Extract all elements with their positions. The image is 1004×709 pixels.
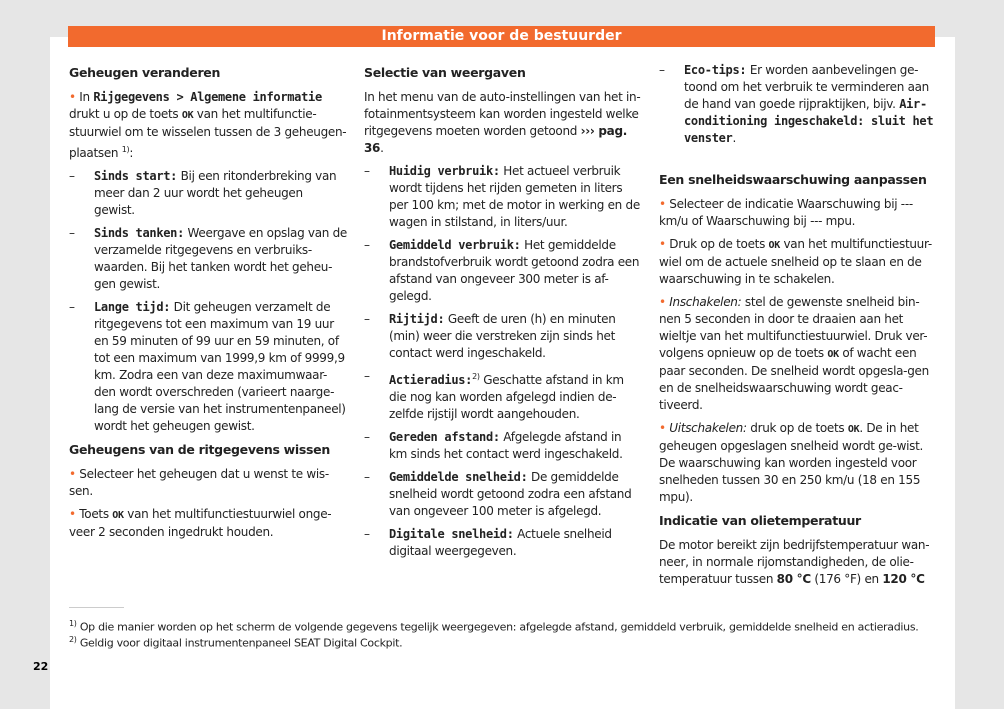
text-run: stel de gewenste snelheid bin-nen 5 seco… bbox=[659, 295, 928, 360]
text-run: Indicatie van olietemperatuur bbox=[659, 513, 861, 528]
column-3: Eco-tips: Er worden aanbevelingen ge-too… bbox=[659, 62, 937, 594]
text-run: Bij een ritonderbreking van meer dan 2 u… bbox=[94, 169, 337, 217]
text-run: . bbox=[380, 141, 384, 155]
menu-term: Sinds tanken: bbox=[94, 226, 185, 240]
text-run: Het gemiddelde brandstofverbruik wordt g… bbox=[389, 238, 640, 303]
text-run: Geheugen veranderen bbox=[69, 65, 221, 80]
text-run: Geschatte afstand in km die nog kan word… bbox=[389, 373, 624, 421]
section-heading: Geheugen veranderen bbox=[69, 64, 347, 81]
text-run: Selectie van weergaven bbox=[364, 65, 526, 80]
section-heading: Selectie van weergaven bbox=[364, 64, 642, 81]
footnote-text: Op die manier worden op het scherm de vo… bbox=[79, 620, 919, 634]
list-item: Gemiddeld verbruik: Het gemiddelde brand… bbox=[364, 237, 642, 305]
text-run: Geeft de uren (h) en minuten (min) weer … bbox=[389, 312, 616, 360]
text-run: De motor bereikt zijn bedrijfstemperatuu… bbox=[659, 538, 930, 586]
bullet-item: Druk op de toets OK van het multifunctie… bbox=[659, 236, 937, 288]
footnote-mark: 2) bbox=[69, 635, 77, 644]
section-heading: Een snelheidswaarschuwing aanpassen bbox=[659, 171, 937, 188]
section-heading: Indicatie van olietemperatuur bbox=[659, 512, 937, 529]
paragraph: De motor bereikt zijn bedrijfstemperatuu… bbox=[659, 537, 937, 588]
text-run: De gemiddelde snelheid wordt getoond zod… bbox=[389, 470, 632, 518]
section-header: Informatie voor de bestuurder bbox=[68, 26, 935, 47]
page-number: 22 bbox=[33, 660, 49, 673]
list-item: Gemiddelde snelheid: De gemiddelde snelh… bbox=[364, 469, 642, 520]
text-run: Er worden aanbevelingen ge-toond om het … bbox=[684, 63, 929, 111]
text-run: Toets bbox=[79, 507, 113, 521]
menu-term: Rijgegevens > Algemene informatie bbox=[93, 90, 322, 104]
text-run: Dit geheugen verzamelt de ritgegevens to… bbox=[94, 300, 346, 433]
text-run: van het multifunctiestuurwiel onge-veer … bbox=[69, 507, 332, 539]
text-run: Een snelheidswaarschuwing aanpassen bbox=[659, 172, 927, 187]
text-run: . bbox=[732, 131, 736, 145]
footnote-1: 1) Op die manier worden op het scherm de… bbox=[69, 619, 919, 634]
list-item: Rijtijd: Geeft de uren (h) en minuten (m… bbox=[364, 311, 642, 362]
footnote-divider bbox=[69, 607, 124, 608]
text-run: Weergave en opslag van de verzamelde rit… bbox=[94, 226, 347, 291]
text-run: Uitschakelen: bbox=[669, 421, 747, 435]
menu-term: Eco-tips: bbox=[684, 63, 747, 77]
bullet-item: Toets OK van het multifunctiestuurwiel o… bbox=[69, 506, 347, 541]
list-item: Digitale snelheid: Actuele snelheid digi… bbox=[364, 526, 642, 560]
text-run: Geheugens van de ritgegevens wissen bbox=[69, 442, 330, 457]
list-item: Eco-tips: Er worden aanbevelingen ge-too… bbox=[659, 62, 937, 147]
text-run: 1) bbox=[121, 145, 130, 154]
bullet-item: Uitschakelen: druk op de toets OK. De in… bbox=[659, 420, 937, 506]
text-run: druk op de toets bbox=[746, 421, 848, 435]
footnote-mark: 1) bbox=[69, 619, 77, 628]
text-run: : bbox=[129, 146, 134, 160]
text-run: Selecteer het geheugen dat u wenst te wi… bbox=[69, 467, 329, 498]
text-run: of wacht een paar seconden. De snelheid … bbox=[659, 346, 929, 412]
menu-term: Rijtijd: bbox=[389, 312, 445, 326]
text-run: (176 °F) en bbox=[810, 572, 883, 586]
menu-term: Huidig verbruik: bbox=[389, 164, 500, 178]
text-run: . De in het geheugen opgeslagen snelheid… bbox=[659, 421, 924, 504]
column-1: Geheugen veranderen In Rijgegevens > Alge… bbox=[69, 60, 347, 547]
bullet-item: Inschakelen: stel de gewenste snelheid b… bbox=[659, 294, 937, 414]
menu-term: Gemiddelde snelheid: bbox=[389, 470, 528, 484]
paragraph: In het menu van de auto-instellingen van… bbox=[364, 89, 642, 157]
text-run: Afgelegde afstand in km sinds het contac… bbox=[389, 430, 623, 461]
column-2: Selectie van weergaven In het menu van de… bbox=[364, 60, 642, 566]
list-item: Sinds tanken: Weergave en opslag van de … bbox=[69, 225, 347, 293]
section-heading: Geheugens van de ritgegevens wissen bbox=[69, 441, 347, 458]
menu-term: Gereden afstand: bbox=[389, 430, 500, 444]
menu-term: Sinds start: bbox=[94, 169, 178, 183]
ok-button-glyph: OK bbox=[768, 240, 781, 251]
ok-button-glyph: OK bbox=[827, 349, 839, 360]
text-run: Het actueel verbruik wordt tijdens het r… bbox=[389, 164, 640, 229]
text-run: van het multifunctie-stuurwiel om te wis… bbox=[69, 107, 347, 160]
text-run: Druk op de toets bbox=[669, 237, 769, 251]
text-run: Inschakelen: bbox=[669, 295, 742, 309]
list-item: Huidig verbruik: Het actueel verbruik wo… bbox=[364, 163, 642, 231]
text-run: ››› pag. 36 bbox=[364, 124, 628, 155]
text-run: 2) bbox=[472, 372, 480, 381]
list-item: Lange tijd: Dit geheugen verzamelt de ri… bbox=[69, 299, 347, 435]
text-run: van het multifunctiestuur-wiel om de act… bbox=[659, 237, 932, 286]
bullet-item: In Rijgegevens > Algemene informatie dru… bbox=[69, 89, 347, 162]
bullet-item: Selecteer het geheugen dat u wenst te wi… bbox=[69, 466, 347, 500]
menu-term: Actieradius: bbox=[389, 373, 473, 387]
text-run: 120 °C bbox=[882, 572, 925, 586]
ok-button-glyph: OK bbox=[847, 424, 860, 435]
text-run: 80 °C bbox=[776, 572, 811, 586]
menu-term: Gemiddeld verbruik: bbox=[389, 238, 521, 252]
menu-term: Air-conditioning ingeschakeld: sluit het… bbox=[684, 97, 934, 145]
list-item: Actieradius:2) Geschatte afstand in km d… bbox=[364, 368, 642, 423]
text-run: Actuele snelheid digitaal weergegeven. bbox=[389, 527, 612, 558]
list-item: Sinds start: Bij een ritonderbreking van… bbox=[69, 168, 347, 219]
footnote-2: 2) Geldig voor digitaal instrumentenpane… bbox=[69, 635, 403, 650]
menu-term: Digitale snelheid: bbox=[389, 527, 514, 541]
text-run: Selecteer de indicatie Waarschuwing bij … bbox=[659, 197, 913, 228]
footnote-text: Geldig voor digitaal instrumentenpaneel … bbox=[79, 636, 403, 650]
text-run: In bbox=[79, 90, 94, 104]
text-run: drukt u op de toets bbox=[69, 107, 182, 121]
list-item: Gereden afstand: Afgelegde afstand in km… bbox=[364, 429, 642, 463]
ok-button-glyph: OK bbox=[181, 110, 194, 121]
text-run: In het menu van de auto-instellingen van… bbox=[364, 90, 641, 138]
spacer bbox=[659, 153, 937, 167]
menu-term: Lange tijd: bbox=[94, 300, 171, 314]
bullet-item: Selecteer de indicatie Waarschuwing bij … bbox=[659, 196, 937, 230]
ok-button-glyph: OK bbox=[112, 510, 124, 521]
